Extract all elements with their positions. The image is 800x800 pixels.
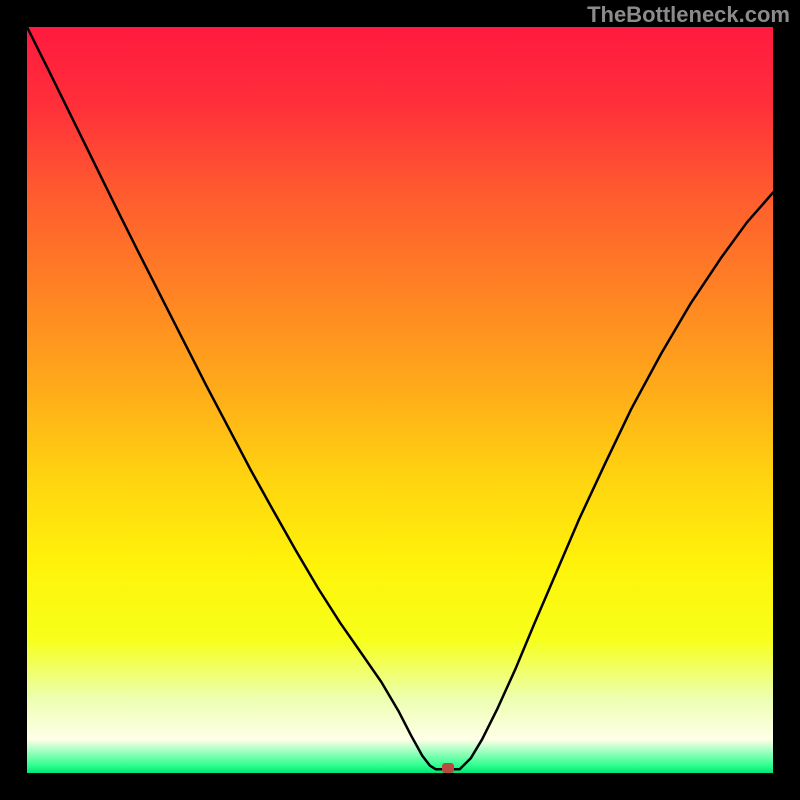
optimal-point-marker <box>442 763 454 773</box>
chart-svg <box>27 27 773 773</box>
plot-area <box>27 27 773 773</box>
watermark-text: TheBottleneck.com <box>587 2 790 28</box>
gradient-background <box>27 27 773 773</box>
outer-frame: TheBottleneck.com <box>0 0 800 800</box>
